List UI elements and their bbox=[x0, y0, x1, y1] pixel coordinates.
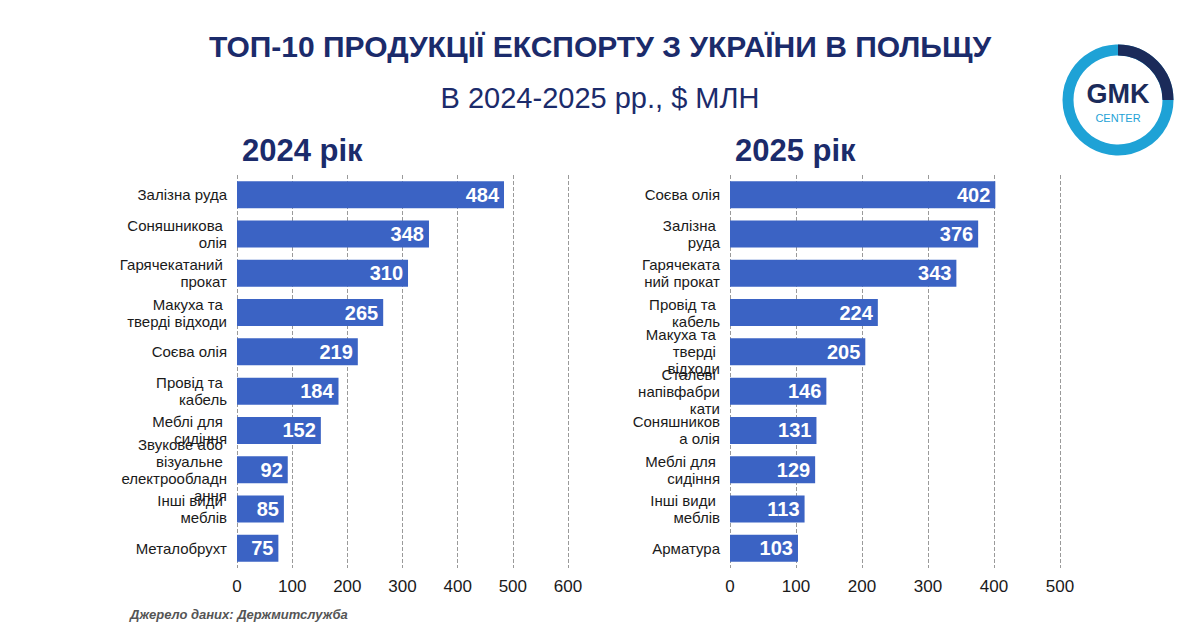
svg-text:600: 600 bbox=[554, 577, 582, 596]
svg-text:100: 100 bbox=[782, 577, 810, 596]
svg-text:310: 310 bbox=[370, 262, 403, 284]
svg-text:400: 400 bbox=[980, 577, 1008, 596]
svg-text:129: 129 bbox=[777, 459, 810, 481]
svg-text:олія: олія bbox=[199, 234, 227, 251]
svg-text:Металобрухт: Металобрухт bbox=[136, 540, 227, 557]
svg-text:205: 205 bbox=[827, 341, 860, 363]
svg-text:0: 0 bbox=[232, 577, 241, 596]
svg-text:Сталеві: Сталеві bbox=[662, 366, 720, 383]
svg-text:131: 131 bbox=[778, 419, 811, 441]
svg-text:Соєва олія: Соєва олія bbox=[645, 186, 720, 203]
svg-text:кабель: кабель bbox=[179, 391, 227, 408]
svg-text:Макуха та: Макуха та bbox=[153, 296, 227, 313]
svg-text:Арматура: Арматура bbox=[652, 540, 720, 557]
svg-text:меблів: меблів bbox=[181, 509, 227, 526]
svg-text:GMK: GMK bbox=[1087, 79, 1150, 109]
svg-text:Провід та: Провід та bbox=[156, 374, 227, 391]
svg-text:103: 103 bbox=[760, 537, 793, 559]
svg-text:Соняшников: Соняшников bbox=[633, 413, 720, 430]
svg-text:343: 343 bbox=[918, 262, 951, 284]
svg-text:402: 402 bbox=[957, 184, 990, 206]
svg-text:руда: руда bbox=[688, 234, 721, 251]
svg-text:Соєва олія: Соєва олія bbox=[152, 343, 227, 360]
svg-text:75: 75 bbox=[251, 537, 273, 559]
svg-text:146: 146 bbox=[788, 380, 821, 402]
svg-text:Гарячеката: Гарячеката bbox=[642, 256, 721, 273]
svg-text:Джерело даних: Держмитслужба: Джерело даних: Держмитслужба bbox=[129, 607, 348, 622]
svg-text:Меблі для: Меблі для bbox=[152, 413, 227, 430]
svg-text:484: 484 bbox=[466, 184, 500, 206]
svg-text:219: 219 bbox=[319, 341, 352, 363]
svg-text:Звукове або: Звукове або bbox=[138, 436, 227, 453]
svg-text:348: 348 bbox=[391, 223, 424, 245]
svg-text:напівфабри: напівфабри bbox=[638, 383, 720, 400]
svg-text:2024 рік: 2024 рік bbox=[242, 133, 363, 168]
svg-text:376: 376 bbox=[940, 223, 973, 245]
svg-text:ТОП-10 ПРОДУКЦІЇ ЕКСПОРТУ З УК: ТОП-10 ПРОДУКЦІЇ ЕКСПОРТУ З УКРАЇНИ В ПО… bbox=[209, 30, 992, 63]
svg-text:Інші види: Інші види bbox=[650, 492, 720, 509]
svg-text:Соняшникова: Соняшникова bbox=[127, 217, 227, 234]
svg-text:В 2024-2025 рр., $ МЛН: В 2024-2025 рр., $ МЛН bbox=[441, 82, 760, 114]
svg-text:меблів: меблів bbox=[674, 509, 720, 526]
svg-text:265: 265 bbox=[345, 302, 378, 324]
svg-text:електрообладн: електрообладн bbox=[121, 470, 227, 487]
svg-text:113: 113 bbox=[767, 498, 799, 520]
svg-text:85: 85 bbox=[257, 498, 279, 520]
svg-text:100: 100 bbox=[278, 577, 306, 596]
svg-text:300: 300 bbox=[914, 577, 942, 596]
svg-text:кати: кати bbox=[689, 399, 720, 417]
svg-text:сидіння: сидіння bbox=[667, 470, 720, 487]
svg-text:200: 200 bbox=[333, 577, 361, 596]
svg-text:ний прокат: ний прокат bbox=[644, 273, 720, 290]
svg-text:Провід та: Провід та bbox=[649, 296, 720, 313]
svg-text:92: 92 bbox=[261, 459, 283, 481]
svg-text:а олія: а олія bbox=[679, 430, 720, 447]
svg-text:500: 500 bbox=[499, 577, 527, 596]
svg-text:184: 184 bbox=[300, 380, 334, 402]
svg-text:Меблі для: Меблі для bbox=[645, 453, 720, 470]
svg-text:Залізна руда: Залізна руда bbox=[138, 186, 228, 203]
svg-text:Макуха та: Макуха та bbox=[646, 326, 720, 343]
svg-text:500: 500 bbox=[1046, 577, 1074, 596]
svg-text:Гарячекатаний: Гарячекатаний bbox=[120, 256, 227, 273]
svg-text:Залізна: Залізна bbox=[663, 217, 720, 234]
svg-text:тверді: тверді bbox=[673, 343, 720, 360]
svg-text:тверді відходи: тверді відходи bbox=[127, 313, 227, 330]
svg-text:400: 400 bbox=[443, 577, 471, 596]
svg-text:0: 0 bbox=[725, 577, 734, 596]
svg-text:300: 300 bbox=[388, 577, 416, 596]
svg-text:Інші види: Інші види bbox=[157, 492, 227, 509]
svg-text:прокат: прокат bbox=[180, 273, 227, 290]
svg-text:CENTER: CENTER bbox=[1095, 112, 1140, 124]
svg-text:візуальне: візуальне bbox=[156, 453, 227, 470]
svg-text:2025 рік: 2025 рік bbox=[735, 133, 856, 168]
svg-text:кабель: кабель bbox=[671, 312, 720, 330]
svg-text:152: 152 bbox=[282, 419, 315, 441]
svg-text:200: 200 bbox=[848, 577, 876, 596]
svg-text:224: 224 bbox=[839, 302, 873, 324]
